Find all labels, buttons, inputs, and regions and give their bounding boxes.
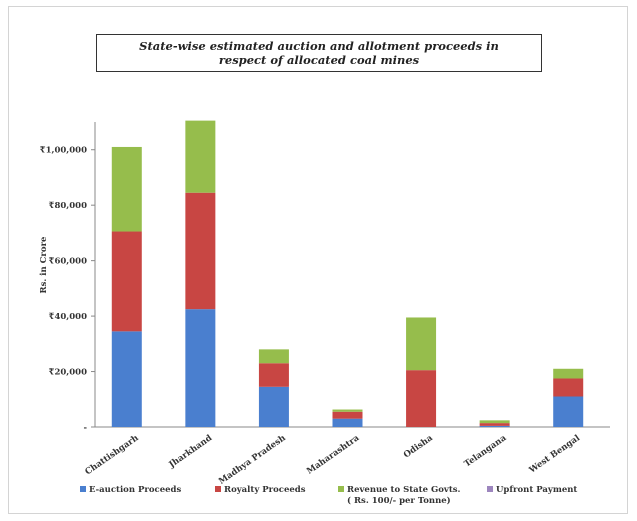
bar-segment [112, 331, 142, 427]
legend-label-upfront: Upfront Payment [496, 485, 577, 495]
x-tick-label: West Bengal [527, 433, 583, 476]
bar-segment [259, 349, 289, 363]
y-tick-label: ₹1,00,000 [40, 146, 87, 156]
x-axis-labels: Chattishgarh Jharkhand Madhya Pradesh Mahar… [83, 433, 582, 487]
x-tick-label: Jharkhand [167, 433, 214, 470]
bar-segment [259, 387, 289, 427]
y-tick-label: ₹60,000 [49, 257, 88, 267]
bar-segment [333, 419, 363, 427]
x-tick-label: Madhya Pradesh [217, 433, 288, 487]
bar-segment [112, 232, 142, 332]
bar-segment [333, 412, 363, 419]
x-tick-label: Telangana [463, 433, 509, 469]
y-tick-label: ₹40,000 [49, 312, 88, 322]
bar-segment [553, 369, 583, 379]
bar-segment [185, 193, 215, 309]
bar-segment [480, 420, 510, 423]
bar-segment [553, 397, 583, 428]
legend-swatch-revenue [338, 486, 344, 492]
bar-segment [185, 121, 215, 193]
bar-segment [553, 378, 583, 396]
legend-swatch-e-auction [80, 486, 86, 492]
x-tick-label: Maharashtra [305, 433, 361, 477]
legend-label-e-auction: E-auction Proceeds [89, 485, 181, 495]
y-tick-label: ₹80,000 [49, 201, 88, 211]
y-tick-label: - [83, 423, 87, 433]
bar-segment [185, 309, 215, 427]
y-axis-title: Rs. in Crore [39, 236, 49, 294]
bar-segment [333, 410, 363, 412]
legend-label-revenue-line-2: ( Rs. 100/- per Tonne) [347, 495, 451, 506]
legend-label-revenue-line-1: Revenue to State Govts. [347, 485, 461, 495]
legend-label-royalty: Royalty Proceeds [224, 485, 306, 495]
legend-swatch-upfront [487, 486, 493, 492]
x-tick-label: Odisha [402, 433, 435, 460]
bar-segment [480, 423, 510, 426]
bar-segment [406, 370, 436, 427]
bar-segment [112, 147, 142, 232]
y-tick-label: ₹20,000 [49, 368, 88, 378]
bar-segment [480, 426, 510, 427]
legend: E-auction Proceeds Royalty Proceeds Reve… [80, 485, 577, 506]
bar-segment [259, 363, 289, 387]
bar-segment [406, 317, 436, 370]
x-tick-label: Chattishgarh [83, 433, 140, 477]
legend-swatch-royalty [215, 486, 221, 492]
bars [112, 121, 583, 427]
